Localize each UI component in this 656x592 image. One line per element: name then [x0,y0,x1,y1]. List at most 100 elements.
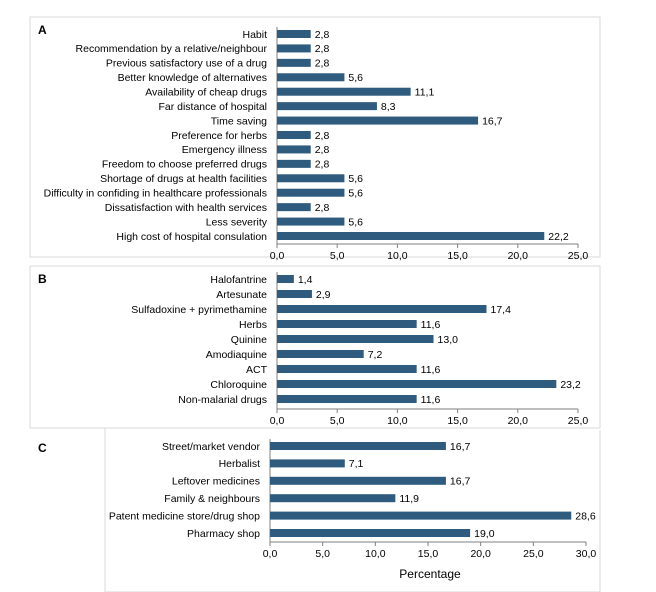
bar [277,87,411,96]
x-tick-label: 10,0 [387,250,408,262]
panel-a-frame [29,16,601,258]
value-label: 7,1 [349,458,364,470]
value-label: 2,8 [315,144,330,156]
x-tick-label: 25,0 [523,548,544,560]
category-label: Pharmacy shop [187,528,260,540]
category-label: Better knowledge of alternatives [118,72,267,84]
value-label: 13,0 [438,334,459,346]
bar [277,395,417,403]
x-tick-label: 15,0 [447,250,468,262]
chart-panel-a: 0,0 5,0 10,0 15,0 20,0 25,0 Habit 2,8 Recommenda… [44,27,589,262]
x-tick-label: 5,0 [330,415,345,427]
category-label: Quinine [231,334,267,346]
category-label: Chloroquine [210,379,267,391]
value-label: 7,2 [368,349,383,361]
value-label: 5,6 [348,173,363,185]
bar [277,44,311,53]
bar [277,335,434,343]
x-tick-label: 20,0 [508,250,529,262]
bar [277,320,417,328]
category-label: Emergency illness [182,144,267,156]
chart-panel-b: 0,0 5,0 10,0 15,0 20,0 25,0 Halofantrine 1,4 Art… [131,272,588,427]
category-label: Recommendation by a relative/neighbour [76,43,268,55]
value-label: 2,8 [315,29,330,41]
bar [270,476,446,485]
value-label: 2,8 [315,58,330,70]
value-label: 2,9 [316,289,331,301]
value-label: 17,4 [490,304,511,316]
category-label: Habit [242,29,267,41]
x-tick-label: 30,0 [576,548,597,560]
bar [270,442,446,450]
x-tick-label: 0,0 [270,250,285,262]
value-label: 16,7 [482,115,503,127]
value-label: 23,2 [560,379,581,391]
x-tick-label: 15,0 [418,548,439,560]
category-label: Difficulty in confiding in healthcare pr… [44,188,267,200]
category-label: ACT [246,364,268,376]
bar [277,232,545,240]
value-label: 19,0 [474,528,495,540]
category-label: Herbalist [219,458,261,470]
x-tick-label: 20,0 [508,415,529,427]
panel-letter-a: A [38,23,47,37]
value-label: 11,1 [415,87,435,99]
category-label: High cost of hospital consulation [116,231,267,243]
x-tick-label: 5,0 [330,250,345,262]
category-label: Freedom to choose preferred drugs [102,159,267,171]
bar [270,494,396,503]
x-tick-label: 10,0 [365,548,386,560]
category-label: Leftover medicines [172,476,260,488]
bar [277,58,311,67]
bar [277,159,311,168]
bar [277,131,311,139]
category-label: Far distance of hospital [158,101,267,113]
panel-letter-c: C [38,441,47,455]
value-label: 2,8 [315,202,330,214]
bar [277,275,294,283]
value-label: 11,6 [421,394,441,406]
bar [277,217,345,226]
category-label: Family & neighbours [164,493,260,505]
category-label: Shortage of drugs at health facilities [100,173,267,185]
value-label: 11,6 [421,364,441,376]
value-label: 1,4 [298,274,313,286]
category-label: Halofantrine [210,274,267,286]
bar [270,459,345,468]
bar [277,305,487,313]
value-label: 5,6 [348,188,363,200]
x-tick-label: 25,0 [568,250,589,262]
panel-b-frame [29,265,601,429]
chart-panel-c: 0,0 5,0 10,0 15,0 20,0 25,0 30,0 Street/market … [109,439,597,560]
bar [277,203,311,212]
value-label: 2,8 [315,159,330,171]
bar [277,174,345,183]
category-label: Time saving [211,115,267,127]
value-label: 11,6 [421,319,441,331]
value-label: 16,7 [450,476,471,488]
bar [277,365,417,373]
value-label: 22,2 [548,231,569,243]
x-tick-label: 0,0 [270,415,285,427]
bar [277,350,364,358]
category-label: Herbs [239,319,267,331]
value-label: 16,7 [450,441,471,453]
category-label: Sulfadoxine + pyrimethamine [131,304,267,316]
bar [277,30,311,38]
panel-c-frame [30,427,601,592]
category-label: Preference for herbs [171,130,267,142]
category-label: Previous satisfactory use of a drug [106,58,267,70]
category-label: Street/market vendor [162,441,261,453]
bar [277,188,345,197]
category-label: Availability of cheap drugs [145,87,267,99]
category-label: Artesunate [216,289,267,301]
value-label: 5,6 [348,216,363,228]
bar [270,511,572,520]
category-label: Dissatisfaction with health services [105,202,267,214]
bar [277,145,311,154]
value-label: 11,9 [399,493,419,505]
category-label: Patent medicine store/drug shop [109,510,260,522]
x-axis-label: Percentage [399,567,461,581]
x-tick-label: 5,0 [315,548,330,560]
